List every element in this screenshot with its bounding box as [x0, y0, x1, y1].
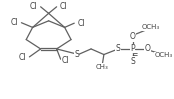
Text: CH₃: CH₃: [96, 64, 109, 70]
Text: S: S: [116, 44, 121, 53]
Text: Cl: Cl: [62, 56, 69, 65]
Text: Cl: Cl: [11, 18, 18, 27]
Text: =: =: [131, 50, 138, 59]
Text: OCH₃: OCH₃: [142, 24, 160, 30]
Text: OCH₃: OCH₃: [155, 52, 173, 59]
Text: S: S: [74, 50, 79, 59]
Text: Cl: Cl: [30, 2, 37, 11]
Text: P: P: [130, 44, 135, 53]
Text: Cl: Cl: [19, 53, 26, 62]
Text: Cl: Cl: [77, 19, 85, 28]
Text: O: O: [144, 44, 150, 53]
Text: O: O: [130, 32, 136, 41]
Text: S: S: [130, 57, 135, 66]
Text: Cl: Cl: [60, 2, 67, 11]
